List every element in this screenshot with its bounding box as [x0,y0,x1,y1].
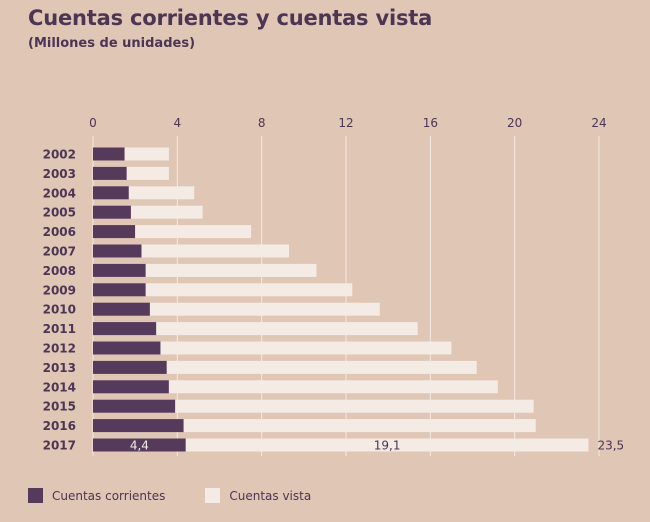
bar-corrientes-2015 [93,399,176,413]
bar-vista-2002 [124,147,169,161]
y-tick-label-2010: 2010 [43,303,76,317]
bar-corrientes-2016 [93,419,184,433]
legend: Cuentas corrientes Cuentas vista [28,488,351,503]
bar-corrientes-2012 [93,341,161,355]
legend-label-corrientes: Cuentas corrientes [52,488,166,503]
bar-corrientes-2002 [93,147,125,161]
bar-corrientes-2013 [93,360,167,374]
bar-corrientes-2004 [93,186,129,200]
bar-vista-2009 [145,283,353,297]
legend-swatch-vista [205,488,221,503]
bar-vista-2003 [126,166,169,180]
bar-vista-2012 [160,341,452,355]
y-tick-label-2011: 2011 [43,322,76,336]
chart-title: Cuentas corrientes y cuentas vista [28,6,433,30]
x-tick-label-8: 8 [258,116,266,130]
y-tick-label-2015: 2015 [43,400,76,414]
legend-item-vista: Cuentas vista [205,488,311,503]
y-tick-label-2013: 2013 [43,361,76,375]
bar-vista-2010 [149,302,380,316]
bar-vista-2007 [141,244,290,258]
bar-vista-2011 [156,322,418,336]
bar-vista-2016 [183,419,536,433]
bar-corrientes-2010 [93,302,150,316]
x-tick-label-24: 24 [591,116,606,130]
y-tick-label-2003: 2003 [43,167,76,181]
bar-vista-2008 [145,263,317,277]
bar-vista-2005 [130,205,203,219]
bar-corrientes-2017 [93,438,186,452]
y-tick-label-2016: 2016 [43,419,76,433]
chart-subtitle: (Millones de unidades) [28,36,196,51]
x-tick-label-20: 20 [507,116,522,130]
legend-swatch-corrientes [28,488,43,503]
y-tick-label-2006: 2006 [43,225,76,239]
y-tick-label-2008: 2008 [43,264,76,278]
bar-corrientes-2008 [93,263,146,277]
y-tick-label-2012: 2012 [43,342,76,356]
bar-vista-2017 [185,438,589,452]
data-label-corrientes-2017: 4,4 [130,439,149,453]
bar-vista-2013 [166,360,477,374]
bar-vista-2006 [135,225,252,239]
x-tick-label-0: 0 [89,116,97,130]
bar-corrientes-2006 [93,225,136,239]
y-tick-label-2017: 2017 [43,439,76,453]
legend-label-vista: Cuentas vista [229,488,312,503]
x-tick-label-12: 12 [338,116,353,130]
y-tick-label-2009: 2009 [43,283,76,297]
data-label-vista-2017: 19,1 [374,439,401,453]
y-tick-label-2014: 2014 [43,380,76,394]
y-tick-label-2005: 2005 [43,206,76,220]
x-tick-label-4: 4 [174,116,182,130]
y-tick-label-2002: 2002 [43,148,76,162]
legend-item-corrientes: Cuentas corrientes [28,488,165,503]
bar-vista-2014 [168,380,498,394]
bar-corrientes-2009 [93,283,146,297]
bar-vista-2015 [175,399,534,413]
bar-corrientes-2003 [93,166,127,180]
bar-corrientes-2011 [93,322,157,336]
x-tick-label-16: 16 [423,116,438,130]
y-tick-label-2007: 2007 [43,245,76,259]
data-label-total-2017: 23,5 [597,439,624,453]
bar-corrientes-2014 [93,380,169,394]
bar-corrientes-2005 [93,205,131,219]
y-tick-label-2004: 2004 [43,186,76,200]
bar-corrientes-2007 [93,244,142,258]
bar-vista-2004 [128,186,195,200]
